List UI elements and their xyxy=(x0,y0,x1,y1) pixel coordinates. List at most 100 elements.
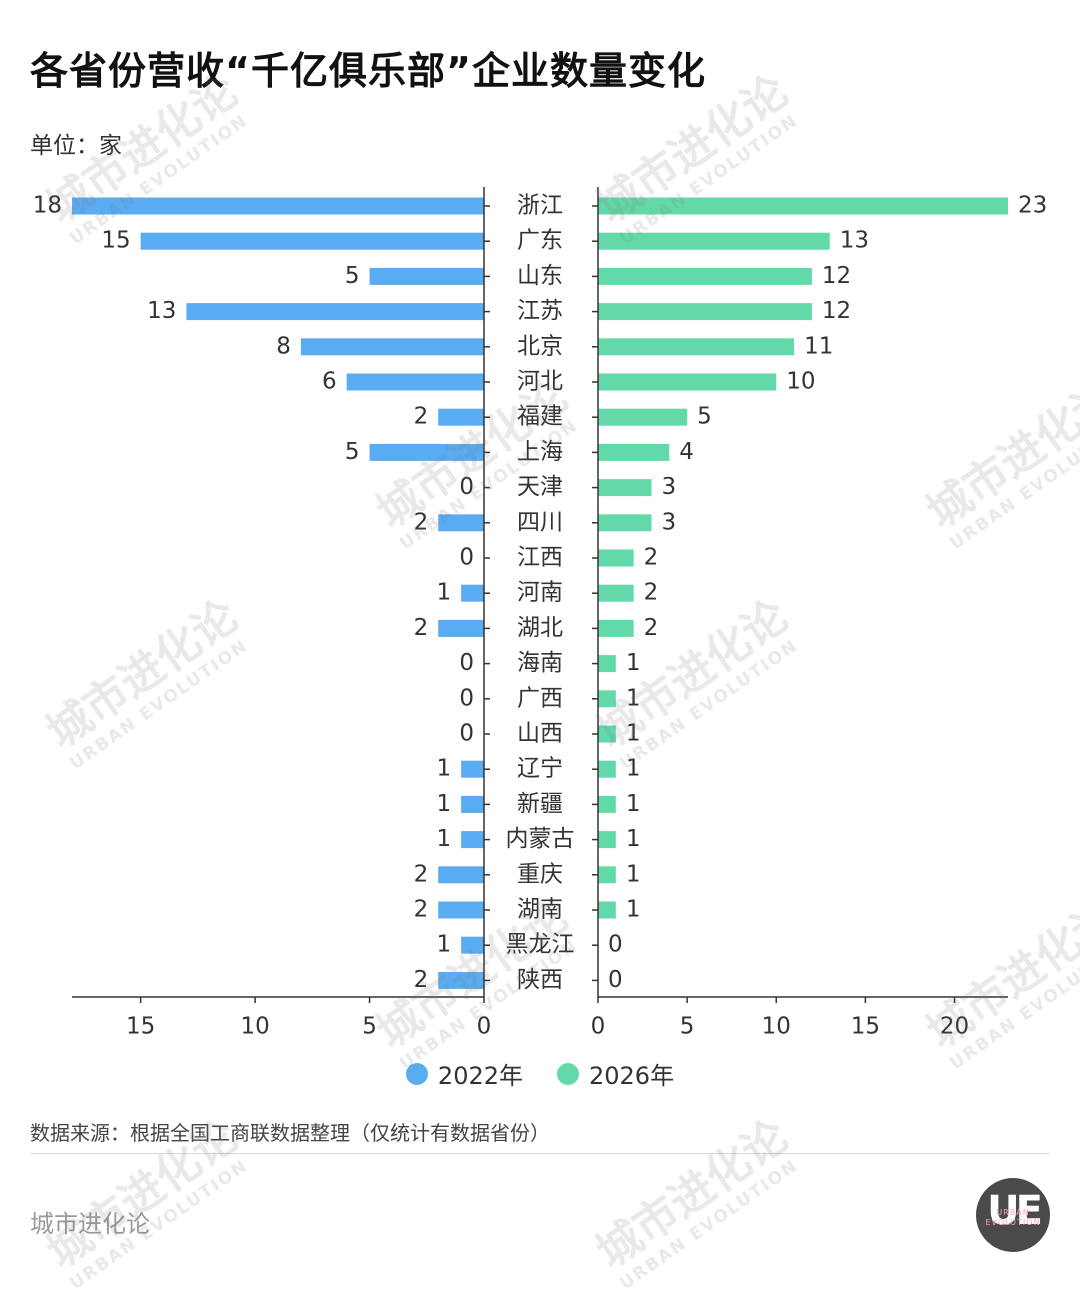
legend-dot-2022-icon xyxy=(405,1062,428,1085)
bar-2026 xyxy=(598,373,777,391)
bar-2026 xyxy=(598,232,830,250)
bar-2022 xyxy=(438,619,484,637)
data-label-2022: 0 xyxy=(459,650,474,676)
data-label-2026: 2 xyxy=(644,545,659,571)
data-label-2022: 2 xyxy=(414,404,429,430)
data-label-2026: 1 xyxy=(626,685,641,711)
bar-2026 xyxy=(598,549,634,567)
data-label-2026: 3 xyxy=(661,474,676,500)
bar-2026 xyxy=(598,514,652,532)
footer-divider xyxy=(30,1153,1050,1154)
data-label-2026: 1 xyxy=(626,650,641,676)
bar-2026 xyxy=(598,866,616,884)
legend-label-2026: 2026年 xyxy=(589,1062,675,1090)
data-label-2026: 0 xyxy=(608,932,623,958)
bar-2022 xyxy=(300,338,484,356)
data-label-2022: 2 xyxy=(414,861,429,887)
data-label-2022: 6 xyxy=(322,369,337,395)
data-label-2022: 13 xyxy=(147,298,176,324)
bar-2022 xyxy=(438,514,484,532)
data-label-2022: 15 xyxy=(101,228,130,254)
legend-item-2026: 2026年 xyxy=(557,1056,674,1091)
category-label: 新疆 xyxy=(517,791,563,817)
category-label: 浙江 xyxy=(517,193,563,219)
category-label: 江西 xyxy=(517,545,563,571)
footer-brand-name: 城市进化论 xyxy=(30,1210,150,1238)
logo-text: UE xyxy=(987,1188,1043,1234)
bar-2022 xyxy=(461,795,484,813)
data-label-2026: 10 xyxy=(786,369,815,395)
category-label: 山西 xyxy=(517,721,563,747)
bar-2022 xyxy=(369,267,484,285)
category-label: 福建 xyxy=(517,404,563,430)
data-label-2026: 12 xyxy=(822,298,851,324)
bar-2026 xyxy=(598,619,634,637)
category-label: 黑龙江 xyxy=(506,932,575,958)
bar-2022 xyxy=(186,303,484,321)
bar-2022 xyxy=(346,373,484,391)
category-label: 湖北 xyxy=(517,615,563,641)
data-label-2022: 18 xyxy=(33,193,62,219)
bar-2026 xyxy=(598,760,616,778)
bar-2026 xyxy=(598,303,812,321)
bar-2022 xyxy=(461,831,484,849)
data-label-2022: 2 xyxy=(414,509,429,535)
data-label-2026: 2 xyxy=(644,615,659,641)
page-title: 各省份营收“千亿俱乐部”企业数量变化 xyxy=(30,49,706,93)
category-label: 重庆 xyxy=(517,861,563,887)
right-x-tick-label: 5 xyxy=(680,1014,695,1040)
category-label: 北京 xyxy=(517,333,563,359)
bar-2026 xyxy=(598,338,795,356)
category-label: 陕西 xyxy=(517,967,563,993)
category-label: 山东 xyxy=(517,263,563,289)
bar-2026 xyxy=(598,690,616,708)
legend-dot-2026-icon xyxy=(557,1062,579,1085)
bar-2026 xyxy=(598,584,634,602)
legend-item-2022: 2022年 xyxy=(405,1056,523,1091)
bar-2026 xyxy=(598,725,616,743)
category-label: 辽宁 xyxy=(517,756,563,782)
data-label-2026: 5 xyxy=(697,404,712,430)
bar-2026 xyxy=(598,655,616,673)
data-label-2022: 2 xyxy=(414,897,429,923)
data-label-2022: 5 xyxy=(345,263,360,289)
bar-2022 xyxy=(438,408,484,426)
category-label: 上海 xyxy=(517,439,563,465)
data-label-2022: 0 xyxy=(459,721,474,747)
category-label: 广东 xyxy=(517,228,563,254)
bar-2022 xyxy=(461,936,484,954)
category-label: 内蒙古 xyxy=(506,826,575,852)
bar-2022 xyxy=(461,584,484,602)
data-label-2022: 5 xyxy=(345,439,360,465)
data-label-2022: 1 xyxy=(436,756,451,782)
bar-2022 xyxy=(72,197,484,215)
category-label: 河北 xyxy=(517,369,563,395)
right-x-tick-label: 0 xyxy=(591,1014,606,1040)
logo-subtext: URBAN EVOLUTION xyxy=(985,1208,1041,1227)
right-x-tick-label: 15 xyxy=(851,1014,880,1040)
bar-2022 xyxy=(461,760,484,778)
data-label-2026: 1 xyxy=(626,826,641,852)
data-label-2022: 0 xyxy=(459,545,474,571)
left-x-tick-label: 10 xyxy=(240,1014,269,1040)
data-source-note: 数据来源：根据全国工商联数据整理（仅统计有数据省份） xyxy=(30,1121,550,1145)
bar-2022 xyxy=(438,971,484,989)
legend-label-2022: 2022年 xyxy=(437,1062,523,1090)
data-label-2022: 1 xyxy=(436,932,451,958)
bar-2022 xyxy=(369,443,484,461)
watermark-subtext: URBAN EVOLUTION xyxy=(616,1155,803,1295)
bar-2022 xyxy=(438,866,484,884)
data-label-2026: 12 xyxy=(822,263,851,289)
data-label-2026: 13 xyxy=(840,228,869,254)
bar-2026 xyxy=(598,443,670,461)
category-label: 四川 xyxy=(517,509,563,535)
bar-2026 xyxy=(598,795,616,813)
bar-2022 xyxy=(438,901,484,919)
bar-2026 xyxy=(598,831,616,849)
data-label-2022: 2 xyxy=(414,967,429,993)
data-label-2026: 1 xyxy=(626,861,641,887)
bar-2026 xyxy=(598,408,688,426)
watermark-text: 城市进化论 xyxy=(587,1110,798,1279)
data-label-2022: 0 xyxy=(459,474,474,500)
